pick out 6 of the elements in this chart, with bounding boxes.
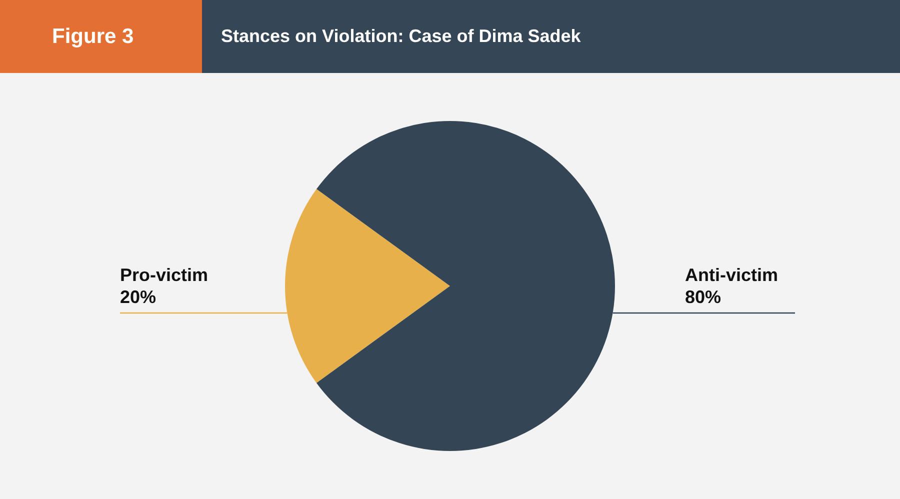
chart-title: Stances on Violation: Case of Dima Sadek [202,0,900,73]
slice-label: Pro-victim [120,265,208,285]
data-label: 80% [685,287,722,307]
caption: Figure 3 [0,0,202,73]
data-label: 20% [120,287,156,307]
slice-label: Anti-victim [685,265,778,285]
